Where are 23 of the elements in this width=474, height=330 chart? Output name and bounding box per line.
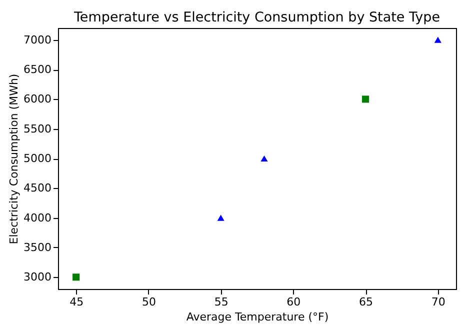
point xyxy=(362,96,370,103)
y-axis-title: Electricity Consumption (MWh) xyxy=(8,74,21,244)
x-tick-label: 65 xyxy=(359,296,374,308)
y-tick-label: 4500 xyxy=(24,182,52,195)
x-tick-label: 45 xyxy=(70,296,84,308)
point xyxy=(72,274,80,281)
chart-title: Temperature vs Electricity Consumption by State Type xyxy=(72,10,440,26)
y-tick-label: 5000 xyxy=(24,152,52,165)
point xyxy=(434,36,442,43)
y-tick-label: 3000 xyxy=(24,270,52,284)
x-tick-label: 55 xyxy=(214,296,228,308)
x-axis-title: Average Temperature (°F) xyxy=(186,310,329,324)
point xyxy=(217,214,224,221)
y-tick-label: 7000 xyxy=(24,33,52,46)
y-tick-label: 6500 xyxy=(24,63,52,76)
y-tick-label: 3500 xyxy=(24,240,52,254)
point xyxy=(260,155,268,162)
x-tick-label: 60 xyxy=(286,296,301,308)
y-tick-label: 4000 xyxy=(24,211,52,224)
y-tick-label: 6000 xyxy=(24,92,52,106)
x-tick-label: 50 xyxy=(142,296,156,308)
x-tick-label: 70 xyxy=(431,296,446,308)
y-tick-label: 5500 xyxy=(24,122,52,136)
